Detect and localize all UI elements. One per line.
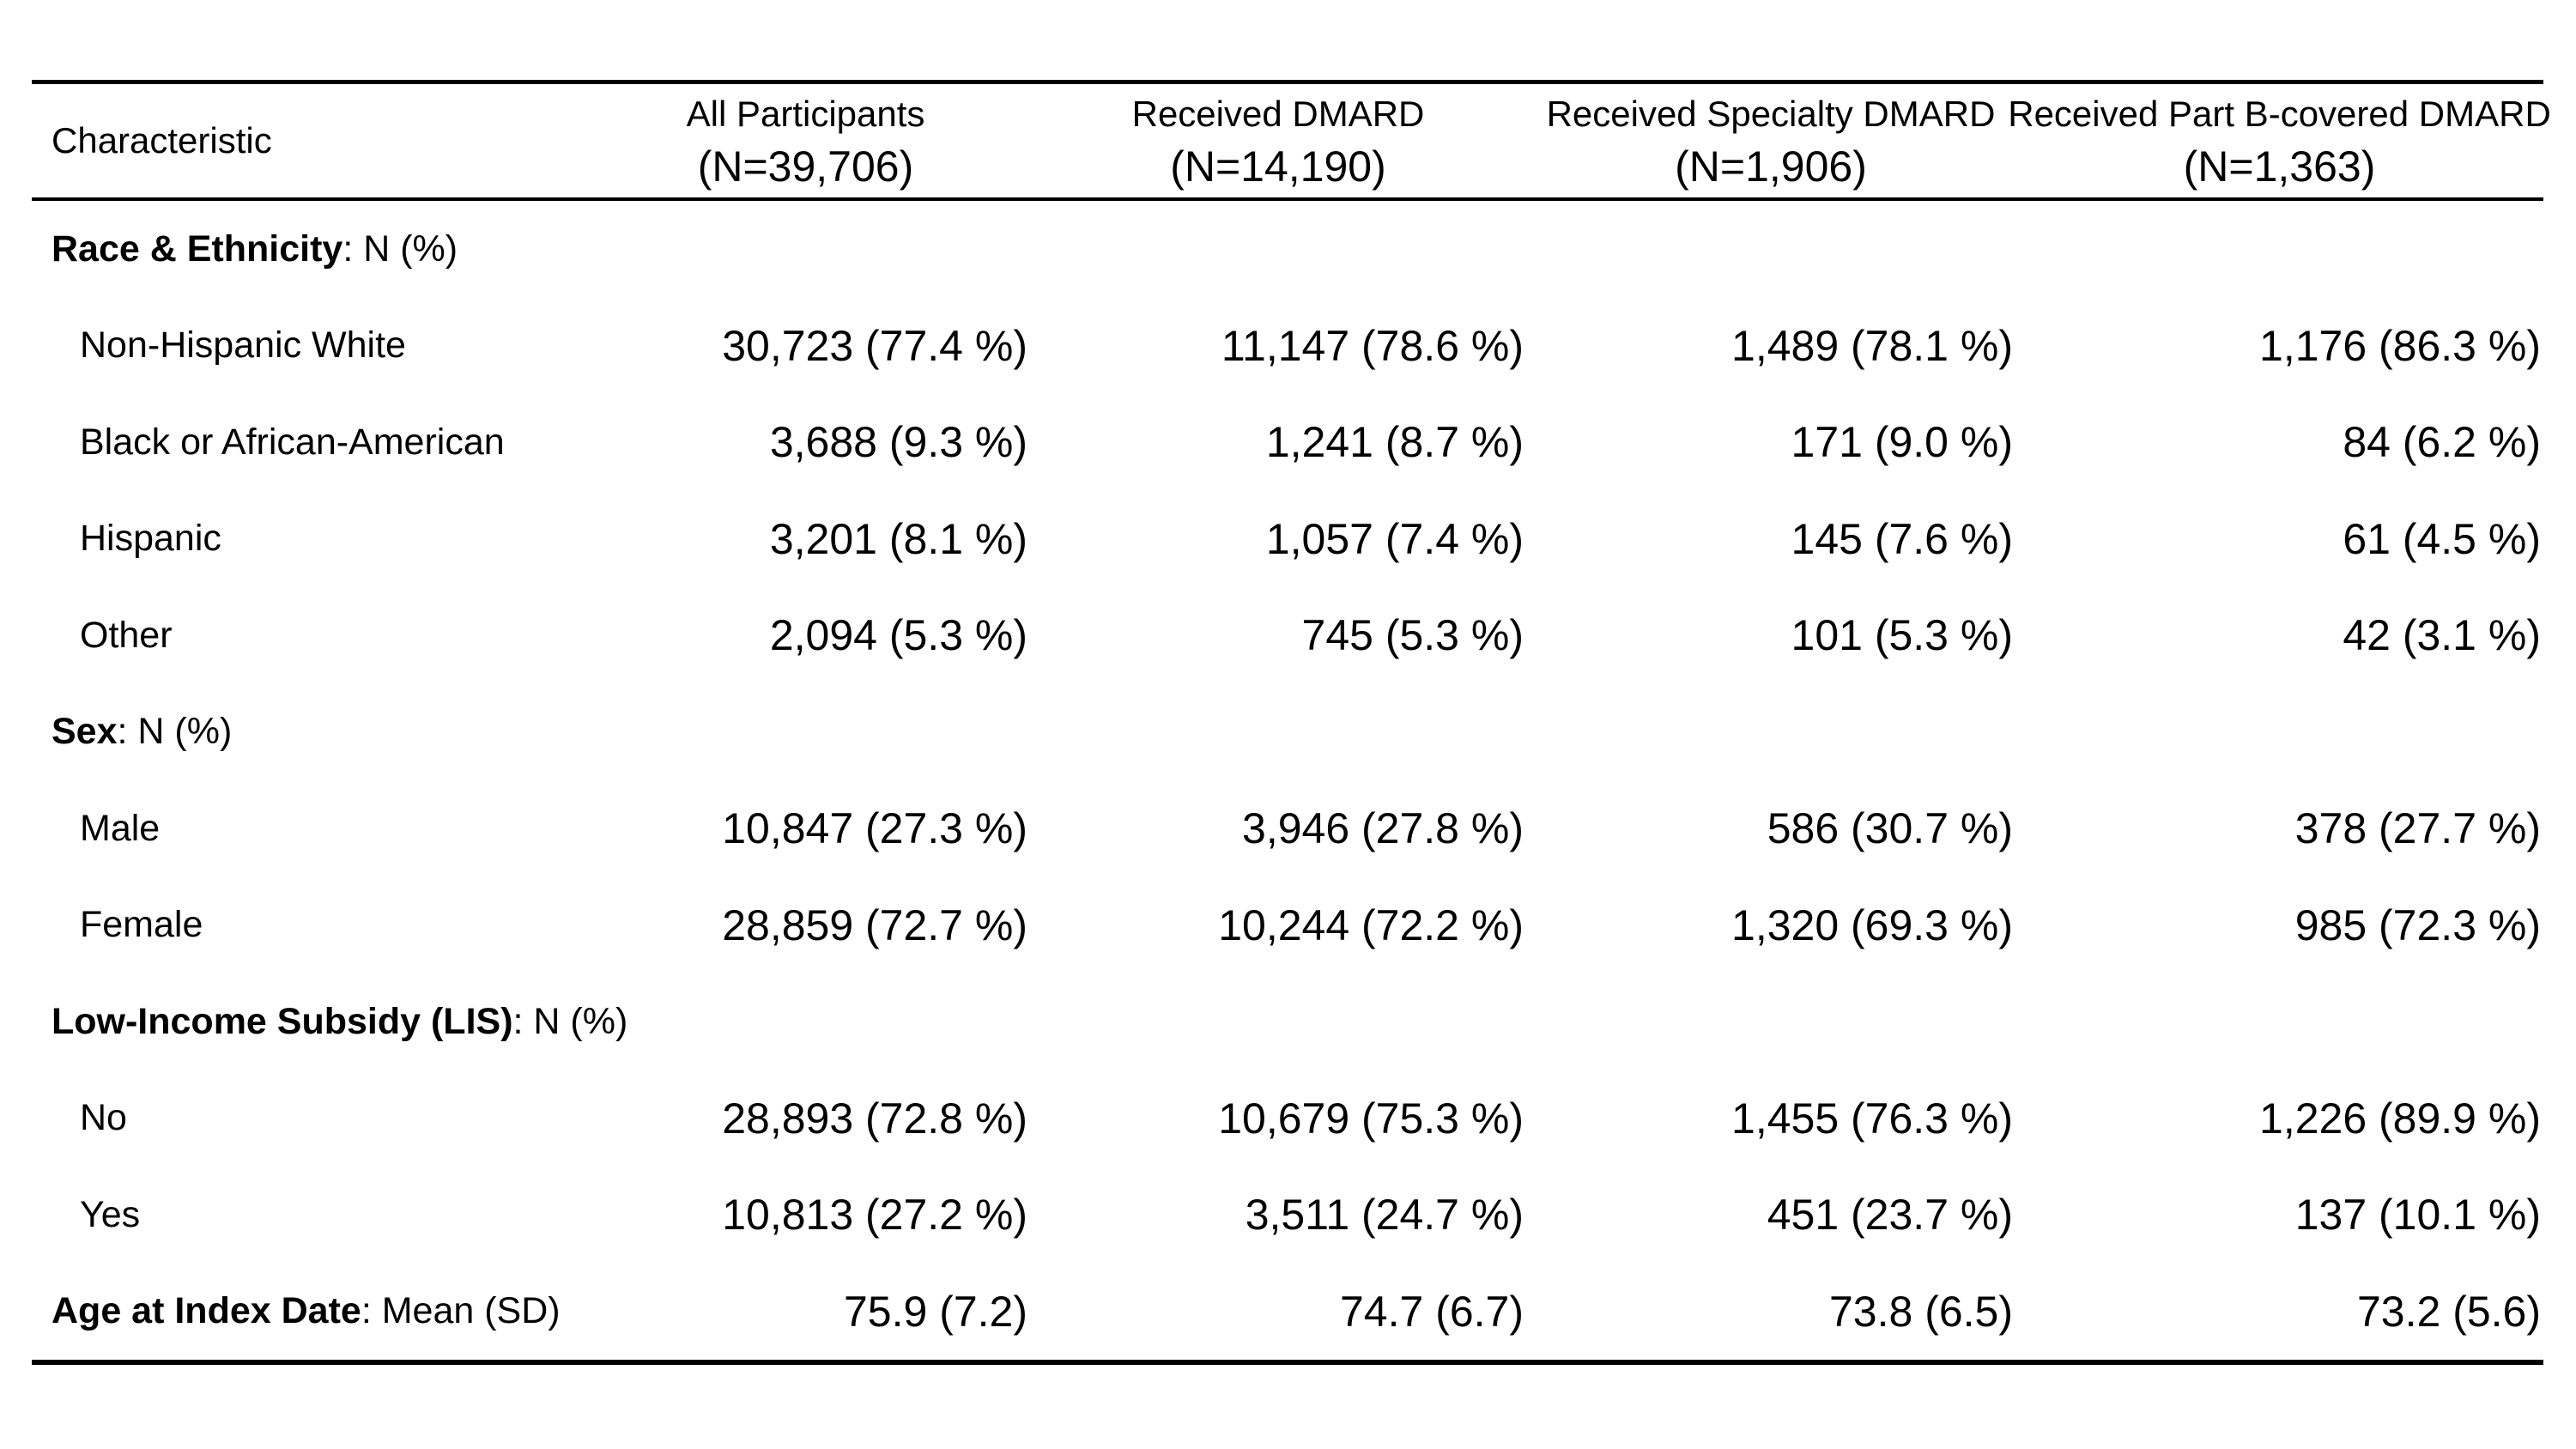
row-label: Sex: N (%) bbox=[32, 711, 581, 753]
table-row: No 28,893 (72.8 %) 10,679 (75.3 %) 1,455 (7… bbox=[32, 1070, 2543, 1167]
row-value: 2,094 (5.3 %) bbox=[769, 611, 1027, 660]
row-value: 1,176 (86.3 %) bbox=[2259, 321, 2541, 370]
row-label-bold: Race & Ethnicity bbox=[52, 227, 343, 270]
table-row: Black or African-American 3,688 (9.3 %) 1,… bbox=[32, 394, 2543, 491]
row-value: 10,244 (72.2 %) bbox=[1218, 900, 1524, 949]
row-label: Other bbox=[80, 614, 173, 656]
column-header-received-specialty-dmard: Received Specialty DMARD (N=1,906) bbox=[1526, 84, 2015, 197]
row-value: 3,511 (24.7 %) bbox=[1245, 1191, 1524, 1240]
row-label: Hispanic bbox=[80, 518, 221, 560]
column-header-n: (N=1,363) bbox=[2183, 142, 2376, 191]
row-value: 42 (3.1 %) bbox=[2343, 611, 2541, 660]
row-label-suffix: : N (%) bbox=[117, 711, 233, 753]
row-label: Race & Ethnicity: N (%) bbox=[32, 228, 581, 270]
row-label: Black or African-American bbox=[80, 421, 505, 463]
row-value: 1,057 (7.4 %) bbox=[1265, 514, 1524, 563]
table-header-row: Characteristic All Participants (N=39,70… bbox=[32, 80, 2551, 201]
row-value: 10,847 (27.3 %) bbox=[722, 804, 1027, 853]
row-label-bold: Low-Income Subsidy (LIS) bbox=[52, 1000, 513, 1042]
row-value: 75.9 (7.2) bbox=[843, 1287, 1027, 1336]
column-header-n: (N=14,190) bbox=[1170, 142, 1386, 191]
row-label-suffix: : N (%) bbox=[512, 1000, 628, 1042]
column-header-label: Received DMARD bbox=[1131, 94, 1425, 134]
row-value: 84 (6.2 %) bbox=[2343, 418, 2541, 467]
row-value: 3,688 (9.3 %) bbox=[769, 418, 1027, 467]
row-value: 1,455 (76.3 %) bbox=[1731, 1094, 2013, 1143]
column-header-label: All Participants bbox=[686, 94, 925, 134]
row-value: 171 (9.0 %) bbox=[1791, 418, 2013, 467]
row-value: 3,201 (8.1 %) bbox=[769, 514, 1027, 563]
row-label: Non-Hispanic White bbox=[80, 324, 406, 367]
section-row: Sex: N (%) bbox=[32, 684, 2543, 781]
row-label: Male bbox=[80, 807, 161, 849]
column-header-received-dmard: Received DMARD (N=14,190) bbox=[1030, 84, 1526, 197]
column-header-label: Characteristic bbox=[52, 120, 272, 161]
table-row: Male 10,847 (27.3 %) 3,946 (27.8 %) 586 (30… bbox=[32, 780, 2543, 877]
row-label-bold: Sex bbox=[52, 711, 118, 753]
column-header-label: Received Specialty DMARD bbox=[1546, 94, 1996, 134]
row-label: Yes bbox=[80, 1193, 141, 1235]
column-header-n: (N=39,706) bbox=[697, 142, 914, 191]
row-value: 74.7 (6.7) bbox=[1339, 1287, 1524, 1336]
row-value: 1,489 (78.1 %) bbox=[1731, 321, 2013, 370]
table-body: Race & Ethnicity: N (%) Non-Hispanic Whit… bbox=[32, 201, 2543, 1365]
column-header-label: Received Part B-covered DMARD bbox=[2008, 94, 2551, 134]
row-label: No bbox=[80, 1097, 127, 1139]
row-value: 1,320 (69.3 %) bbox=[1731, 900, 2013, 949]
row-value: 145 (7.6 %) bbox=[1791, 514, 2013, 563]
section-row: Low-Income Subsidy (LIS): N (%) bbox=[32, 973, 2543, 1070]
table-row: Female 28,859 (72.7 %) 10,244 (72.2 %) 1,32… bbox=[32, 877, 2543, 974]
row-value: 28,893 (72.8 %) bbox=[722, 1094, 1027, 1143]
row-label-bold: Age at Index Date bbox=[52, 1290, 361, 1332]
row-label: Age at Index Date: Mean (SD) bbox=[32, 1290, 581, 1332]
row-value: 451 (23.7 %) bbox=[1767, 1191, 2013, 1240]
participant-characteristics-table: Characteristic All Participants (N=39,70… bbox=[32, 80, 2551, 1365]
row-value: 586 (30.7 %) bbox=[1767, 804, 2013, 853]
row-label-suffix: : Mean (SD) bbox=[361, 1290, 561, 1332]
row-value: 985 (72.3 %) bbox=[2294, 900, 2541, 949]
row-value: 101 (5.3 %) bbox=[1791, 611, 2013, 660]
row-value: 1,241 (8.7 %) bbox=[1265, 418, 1524, 467]
column-header-characteristic: Characteristic bbox=[32, 84, 581, 197]
row-value: 1,226 (89.9 %) bbox=[2259, 1094, 2541, 1143]
table-row: Non-Hispanic White 30,723 (77.4 %) 11,147 … bbox=[32, 298, 2543, 395]
row-value: 745 (5.3 %) bbox=[1301, 611, 1524, 660]
table-row: Yes 10,813 (27.2 %) 3,511 (24.7 %) 451 (23.… bbox=[32, 1167, 2543, 1264]
row-value: 10,679 (75.3 %) bbox=[1218, 1094, 1524, 1143]
row-label: Low-Income Subsidy (LIS): N (%) bbox=[32, 1000, 627, 1043]
row-value: 10,813 (27.2 %) bbox=[722, 1191, 1027, 1240]
row-value: 61 (4.5 %) bbox=[2343, 514, 2541, 563]
table-row: Hispanic 3,201 (8.1 %) 1,057 (7.4 %) 145 (7… bbox=[32, 491, 2543, 588]
row-label-suffix: : N (%) bbox=[342, 227, 458, 270]
row-value: 378 (27.7 %) bbox=[2294, 804, 2541, 853]
row-value: 28,859 (72.7 %) bbox=[722, 900, 1027, 949]
row-value: 3,946 (27.8 %) bbox=[1242, 804, 1524, 853]
column-header-all-participants: All Participants (N=39,706) bbox=[581, 84, 1030, 197]
row-value: 137 (10.1 %) bbox=[2294, 1191, 2541, 1240]
column-header-received-part-b-covered-dmard: Received Part B-covered DMARD (N=1,363) bbox=[2008, 84, 2551, 197]
row-label: Female bbox=[80, 904, 203, 946]
row-value: 73.8 (6.5) bbox=[1828, 1287, 2013, 1336]
row-value: 11,147 (78.6 %) bbox=[1221, 321, 1524, 370]
column-header-n: (N=1,906) bbox=[1675, 142, 1867, 191]
table-row: Age at Index Date: Mean (SD) 75.9 (7.2) 74… bbox=[32, 1264, 2543, 1361]
section-row: Race & Ethnicity: N (%) bbox=[32, 201, 2543, 298]
row-value: 30,723 (77.4 %) bbox=[722, 321, 1027, 370]
table-row: Other 2,094 (5.3 %) 745 (5.3 %) 101 (5.3 %)… bbox=[32, 587, 2543, 684]
row-value: 73.2 (5.6) bbox=[2356, 1287, 2541, 1336]
